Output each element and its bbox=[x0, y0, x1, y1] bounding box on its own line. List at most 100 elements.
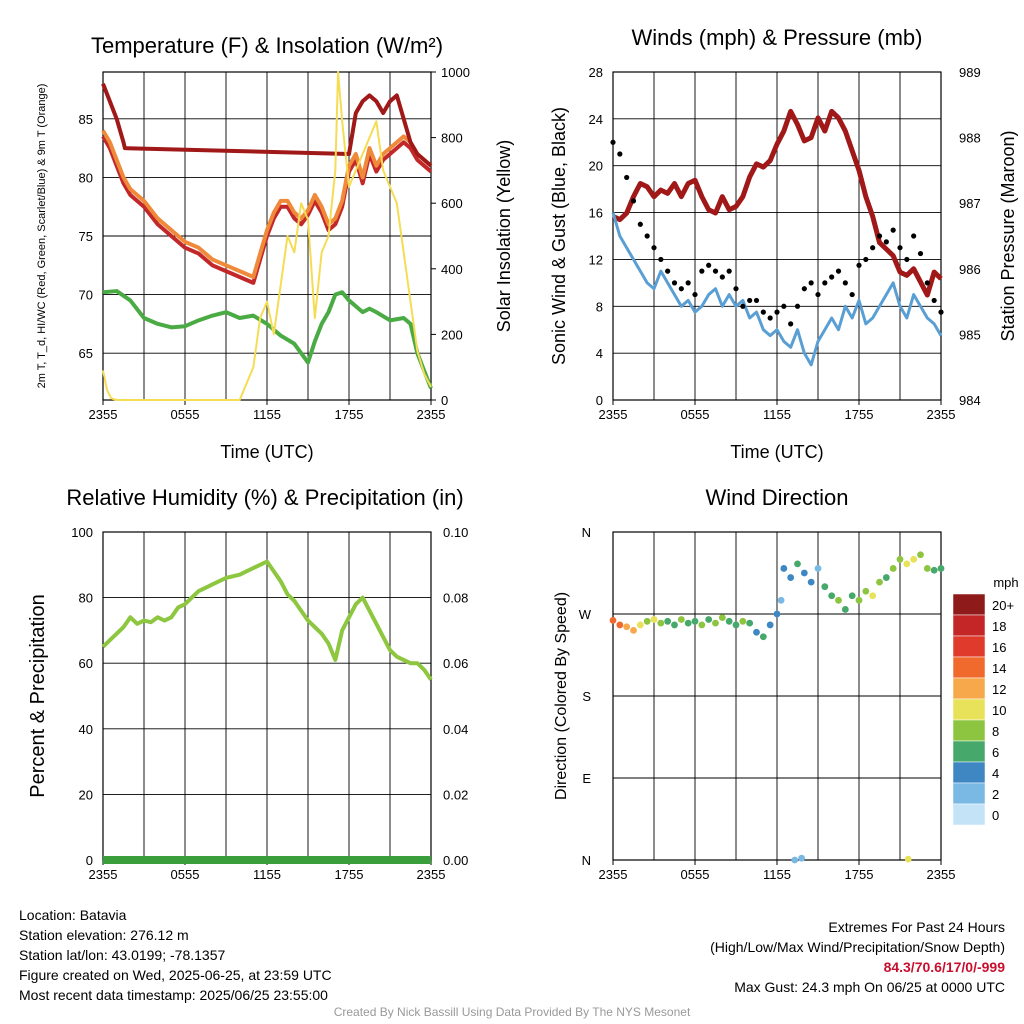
x-tick-label: 2355 bbox=[599, 867, 628, 882]
y-right-tick-label: 800 bbox=[441, 131, 463, 146]
gust-point bbox=[849, 291, 855, 298]
direction-point bbox=[712, 619, 719, 627]
direction-point bbox=[698, 621, 706, 629]
gust-point bbox=[630, 198, 637, 204]
direction-point bbox=[684, 619, 692, 627]
colorbar-label: 10 bbox=[992, 703, 1006, 718]
extremes-subtitle: (High/Low/Max Wind/Precipitation/Snow De… bbox=[710, 939, 1005, 955]
max-gust-text: Max Gust: 24.3 mph On 06/25 at 0000 UTC bbox=[734, 979, 1005, 995]
gust-point bbox=[808, 280, 814, 286]
gust-point bbox=[822, 280, 828, 286]
colorbar-label: 20+ bbox=[992, 598, 1014, 613]
x-tick-label: 2355 bbox=[927, 407, 956, 422]
y-tick-label: 75 bbox=[79, 229, 93, 244]
direction-point bbox=[780, 565, 788, 572]
gust-point bbox=[835, 268, 842, 274]
direction-point bbox=[657, 619, 665, 627]
direction-point bbox=[746, 619, 754, 627]
direction-point bbox=[923, 565, 931, 572]
colorbar-unit: mph bbox=[993, 575, 1018, 590]
direction-point bbox=[691, 617, 699, 625]
gust-point bbox=[678, 286, 684, 292]
gust-point bbox=[856, 262, 862, 268]
y-tick-label: N bbox=[582, 525, 591, 540]
x-axis-label: Time (UTC) bbox=[730, 442, 823, 462]
x-tick-label: 0555 bbox=[681, 867, 710, 882]
direction-point bbox=[677, 616, 685, 623]
y-tick-label: 16 bbox=[589, 206, 603, 221]
y-right-tick-label: 987 bbox=[959, 196, 981, 211]
direction-point bbox=[930, 566, 938, 574]
panel-title-winds: Winds (mph) & Pressure (mb) bbox=[632, 25, 923, 50]
direction-point bbox=[841, 606, 849, 613]
y-right-tick-label: 0.04 bbox=[443, 722, 468, 737]
gust-point bbox=[931, 297, 937, 304]
direction-point bbox=[671, 621, 678, 629]
gust-point bbox=[699, 268, 705, 274]
colorbar-swatch bbox=[952, 803, 986, 826]
extremes-values: 84.3/70.6/17/0/-999 bbox=[883, 959, 1005, 975]
direction-point bbox=[869, 592, 877, 600]
gust-point bbox=[692, 291, 698, 298]
colorbar-swatch bbox=[952, 677, 986, 700]
direction-point bbox=[904, 855, 912, 863]
y-right-axis-label: Station Pressure (Maroon) bbox=[998, 130, 1018, 341]
direction-point bbox=[903, 560, 911, 568]
panel-title-temperature: Temperature (F) & Insolation (W/m²) bbox=[91, 33, 443, 58]
y-right-tick-label: 0.10 bbox=[443, 525, 468, 540]
direction-point bbox=[937, 565, 945, 572]
gust-point bbox=[719, 274, 725, 280]
x-tick-label: 1755 bbox=[335, 867, 364, 882]
x-tick-label: 1155 bbox=[253, 407, 281, 422]
y-axis-label: Percent & Precipitation bbox=[27, 594, 49, 797]
direction-point bbox=[725, 617, 733, 625]
direction-point bbox=[739, 617, 747, 625]
direction-point bbox=[664, 617, 672, 625]
y-tick-label: W bbox=[579, 607, 592, 622]
gust-point bbox=[815, 291, 821, 298]
colorbar-label: 16 bbox=[992, 640, 1006, 655]
direction-point bbox=[855, 596, 863, 604]
y-right-tick-label: 986 bbox=[959, 262, 981, 277]
direction-point bbox=[791, 856, 799, 864]
series-line-orange bbox=[101, 129, 433, 279]
gust-point bbox=[897, 245, 903, 251]
gust-point bbox=[637, 221, 643, 227]
gust-point bbox=[610, 139, 616, 145]
direction-point bbox=[777, 596, 785, 604]
y-tick-label: 80 bbox=[79, 170, 93, 185]
y-axis-label: Direction (Colored By Speed) bbox=[553, 592, 570, 800]
direction-point bbox=[732, 621, 740, 629]
y-tick-label: 20 bbox=[589, 159, 603, 174]
direction-point bbox=[753, 628, 760, 636]
colorbar-swatch bbox=[952, 719, 986, 742]
gust-point bbox=[842, 280, 848, 286]
credit-text: Created By Nick Bassill Using Data Provi… bbox=[333, 1005, 691, 1019]
colorbar-label: 14 bbox=[992, 661, 1006, 676]
elevation-text: Station elevation: 276.12 m bbox=[19, 927, 189, 943]
series-line-maroon bbox=[611, 108, 943, 298]
direction-point bbox=[766, 621, 774, 629]
x-tick-label: 0555 bbox=[681, 407, 710, 422]
colorbar-label: 18 bbox=[992, 619, 1006, 634]
direction-point bbox=[889, 565, 897, 572]
gust-point bbox=[801, 286, 807, 292]
x-tick-label: 1155 bbox=[253, 867, 281, 882]
y-tick-label: S bbox=[582, 689, 591, 704]
y-tick-label: 20 bbox=[79, 787, 93, 802]
gust-point bbox=[733, 286, 739, 292]
y-tick-label: 40 bbox=[79, 722, 93, 737]
gust-point bbox=[890, 227, 896, 233]
direction-point bbox=[623, 623, 631, 631]
colorbar-swatch bbox=[952, 635, 986, 658]
gust-point bbox=[671, 280, 678, 286]
x-tick-label: 2355 bbox=[89, 407, 118, 422]
direction-point bbox=[609, 616, 617, 624]
y-right-tick-label: 985 bbox=[959, 327, 981, 342]
series-line-yellow bbox=[102, 71, 432, 401]
y-tick-label: 8 bbox=[596, 299, 603, 314]
gust-point bbox=[863, 256, 869, 263]
gust-point bbox=[781, 303, 787, 309]
gust-point bbox=[904, 256, 910, 263]
gust-point bbox=[870, 245, 876, 251]
